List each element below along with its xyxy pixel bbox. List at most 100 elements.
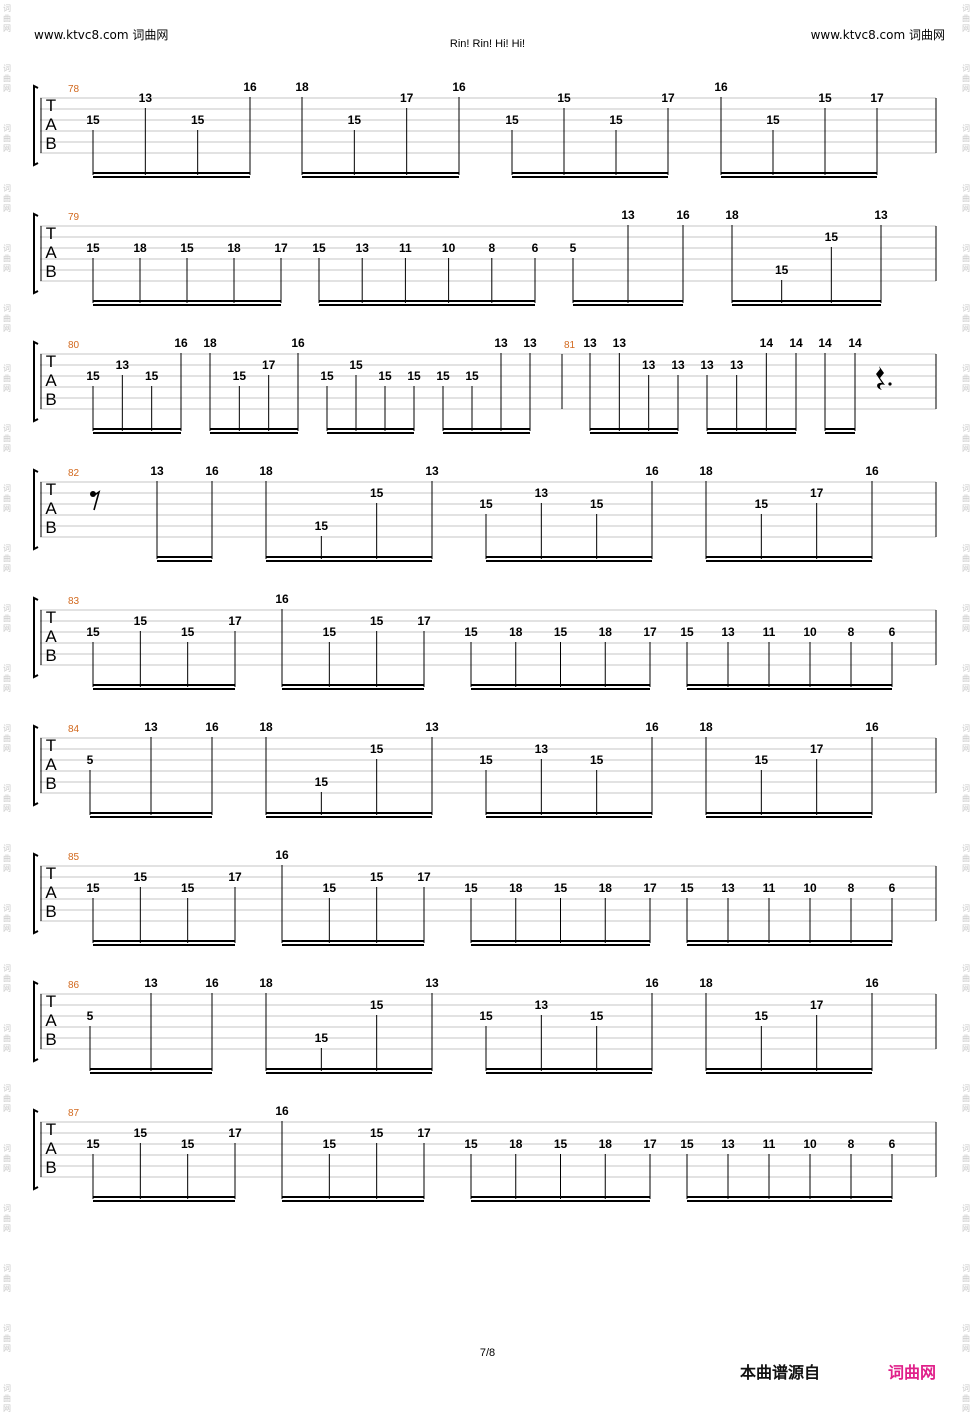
fret-number: 13 bbox=[535, 742, 549, 756]
beam-group: 18 15 17 16 bbox=[699, 464, 879, 562]
fret-number: 14 bbox=[818, 336, 832, 350]
beam bbox=[825, 432, 855, 434]
watermark-glyph: 网 bbox=[962, 564, 970, 573]
watermark-glyph: 曲 bbox=[3, 1154, 11, 1163]
tab-clef-letter: A bbox=[45, 627, 57, 646]
fret-number: 15 bbox=[320, 369, 334, 383]
fret-number: 18 bbox=[699, 976, 713, 990]
watermark-glyph: 网 bbox=[962, 144, 970, 153]
beam-group: 16 15 15 17 bbox=[714, 80, 884, 178]
watermark-glyph: 曲 bbox=[962, 1034, 970, 1043]
watermark-glyph: 曲 bbox=[962, 674, 970, 683]
beam bbox=[266, 1068, 432, 1070]
measure-number: 87 bbox=[68, 1108, 80, 1119]
beam-group: 18 15 17 16 bbox=[699, 720, 879, 818]
tab-clef-letter: T bbox=[46, 992, 56, 1011]
fret-number: 18 bbox=[509, 625, 523, 639]
fret-number: 15 bbox=[505, 113, 519, 127]
beam-group: 15 18 15 18 17 bbox=[464, 881, 657, 946]
beam bbox=[573, 304, 683, 306]
tab-clef-letter: A bbox=[45, 243, 57, 262]
fret-number: 15 bbox=[370, 998, 384, 1012]
watermark-glyph: 曲 bbox=[962, 554, 970, 563]
watermark-glyph: 曲 bbox=[3, 74, 11, 83]
watermark-glyph: 曲 bbox=[3, 1274, 11, 1283]
fret-number: 13 bbox=[642, 358, 656, 372]
beam bbox=[319, 300, 535, 302]
tab-clef-letter: A bbox=[45, 1139, 57, 1158]
tab-system: TAB 84 5 13 16 18 15 15 13 15 13 15 16 18 15 17 16 bbox=[33, 720, 937, 818]
fret-number: 6 bbox=[889, 1137, 896, 1151]
watermark-glyph: 词 bbox=[3, 844, 11, 853]
fret-number: 13 bbox=[721, 1137, 735, 1151]
watermark-glyph: 曲 bbox=[3, 1394, 11, 1403]
beam bbox=[732, 304, 881, 306]
watermark-strip-right: 词曲网词曲网词曲网词曲网词曲网词曲网词曲网词曲网词曲网词曲网词曲网词曲网词曲网词… bbox=[959, 0, 973, 1413]
beam-group: 15 13 11 10 8 6 bbox=[680, 881, 896, 946]
watermark-glyph: 曲 bbox=[962, 614, 970, 623]
fret-number: 15 bbox=[680, 1137, 694, 1151]
fret-number: 15 bbox=[464, 1137, 478, 1151]
fret-number: 15 bbox=[191, 113, 205, 127]
fret-number: 15 bbox=[86, 881, 100, 895]
watermark-glyph: 网 bbox=[962, 504, 970, 513]
beam-group: 15 15 15 17 bbox=[505, 91, 675, 178]
beam bbox=[486, 816, 652, 818]
watermark-glyph: 词 bbox=[3, 544, 11, 553]
fret-number: 17 bbox=[274, 241, 288, 255]
watermark-glyph: 词 bbox=[962, 964, 970, 973]
watermark-glyph: 曲 bbox=[3, 14, 11, 23]
fret-number: 17 bbox=[870, 91, 884, 105]
watermark-glyph: 网 bbox=[962, 864, 970, 873]
watermark-glyph: 网 bbox=[3, 564, 11, 573]
brand-label: 词曲网 bbox=[888, 1363, 937, 1382]
watermark-glyph: 词 bbox=[3, 124, 11, 133]
watermark-glyph: 词 bbox=[3, 1084, 11, 1093]
fret-number: 5 bbox=[570, 241, 577, 255]
beam bbox=[443, 432, 530, 434]
fret-number: 15 bbox=[590, 753, 604, 767]
system-bracket bbox=[33, 852, 39, 935]
system-bracket bbox=[33, 596, 39, 679]
fret-number: 18 bbox=[509, 881, 523, 895]
watermark-glyph: 网 bbox=[3, 1164, 11, 1173]
beam bbox=[707, 432, 796, 434]
fret-number: 18 bbox=[259, 976, 273, 990]
beam bbox=[282, 1196, 424, 1198]
fret-number: 15 bbox=[233, 369, 247, 383]
beam-group: 5 13 16 bbox=[87, 720, 219, 818]
fret-number: 15 bbox=[86, 113, 100, 127]
fret-number: 15 bbox=[323, 881, 337, 895]
fret-number: 8 bbox=[488, 241, 495, 255]
fret-number: 18 bbox=[259, 720, 273, 734]
rest-symbol bbox=[92, 490, 101, 511]
beam-group: 13 13 14 14 bbox=[700, 336, 803, 434]
fret-number: 13 bbox=[139, 91, 153, 105]
beam bbox=[93, 684, 235, 686]
watermark-glyph: 词 bbox=[3, 1024, 11, 1033]
fret-number: 16 bbox=[676, 208, 690, 222]
fret-number: 16 bbox=[645, 720, 659, 734]
fret-number: 16 bbox=[865, 464, 879, 478]
watermark-glyph: 曲 bbox=[962, 14, 970, 23]
beam bbox=[706, 816, 872, 818]
tab-system: TAB 82 13 16 18 15 15 13 15 13 15 16 18 15 17 16 bbox=[33, 464, 937, 562]
fret-number: 13 bbox=[144, 976, 158, 990]
beam-group: 18 15 15 13 bbox=[259, 464, 439, 562]
beam bbox=[687, 1200, 892, 1202]
beam bbox=[266, 816, 432, 818]
watermark-glyph: 词 bbox=[3, 4, 11, 13]
page-number: 7/8 bbox=[479, 1347, 496, 1359]
watermark-glyph: 词 bbox=[3, 1264, 11, 1273]
watermark-glyph: 网 bbox=[3, 624, 11, 633]
beam bbox=[157, 560, 212, 562]
fret-number: 11 bbox=[399, 241, 412, 255]
measure-number: 78 bbox=[68, 84, 80, 95]
fret-number: 17 bbox=[228, 870, 242, 884]
watermark-glyph: 曲 bbox=[3, 1214, 11, 1223]
watermark-glyph: 网 bbox=[3, 384, 11, 393]
beam bbox=[210, 428, 298, 430]
watermark-glyph: 网 bbox=[3, 1044, 11, 1053]
beam bbox=[93, 944, 235, 946]
